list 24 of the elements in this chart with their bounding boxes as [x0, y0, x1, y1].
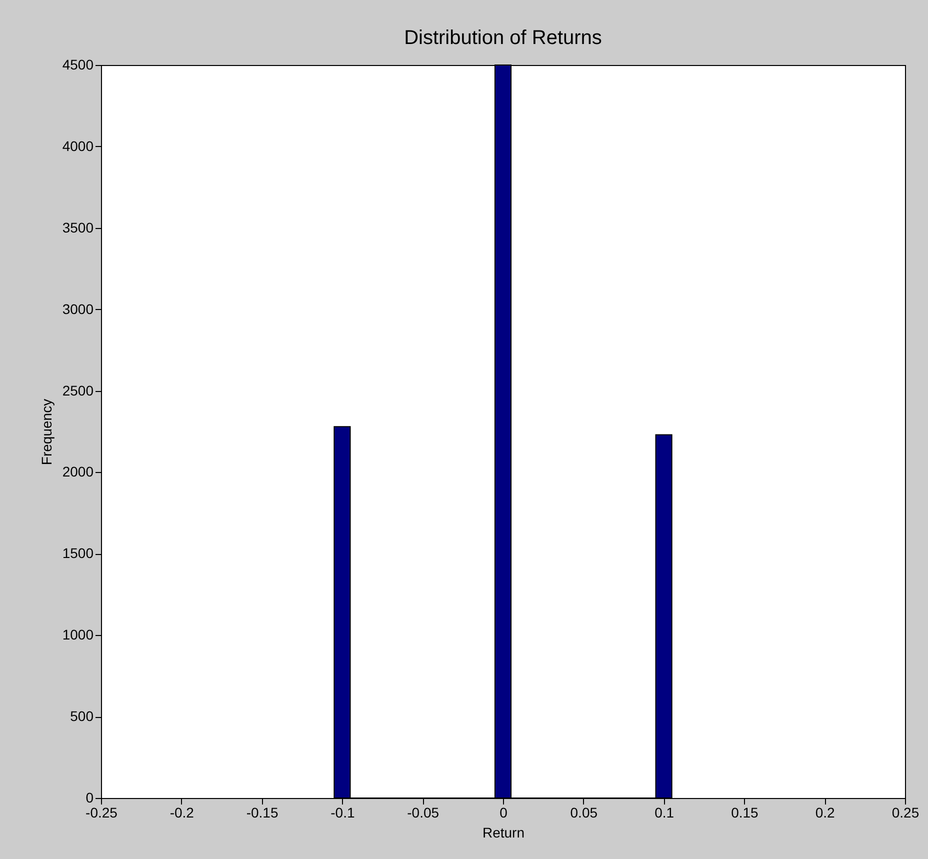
x-tick-label: -0.05	[407, 804, 440, 820]
y-tick-label: 500	[70, 708, 94, 724]
x-tick-label: -0.1	[330, 804, 355, 820]
x-tick-label: 0.1	[654, 804, 674, 820]
y-tick-label: 4000	[62, 138, 94, 154]
y-tick-label: 2000	[62, 464, 94, 480]
x-tick-label: 0.25	[892, 804, 920, 820]
y-tick-label: 2500	[62, 382, 94, 398]
x-tick-label: 0	[500, 804, 508, 820]
y-tick-label: 3500	[62, 219, 94, 236]
y-tick-label: 1500	[62, 545, 94, 562]
x-axis-title: Return	[482, 824, 525, 840]
x-tick-label: 0.05	[570, 804, 598, 820]
x-tick-label: -0.15	[246, 804, 278, 820]
y-tick-label: 3000	[62, 300, 94, 317]
y-tick-label: 0	[86, 790, 94, 806]
x-tick-label: -0.25	[86, 804, 118, 820]
chart-title: Distribution of Returns	[404, 27, 602, 49]
y-tick-label: 4500	[62, 56, 94, 72]
x-tick-label: 0.15	[731, 804, 759, 820]
y-axis-title: Frequency	[38, 398, 54, 466]
y-tick-label: 1000	[62, 626, 94, 643]
x-tick-label: 0.2	[815, 804, 836, 820]
x-tick-label: -0.2	[170, 804, 194, 820]
